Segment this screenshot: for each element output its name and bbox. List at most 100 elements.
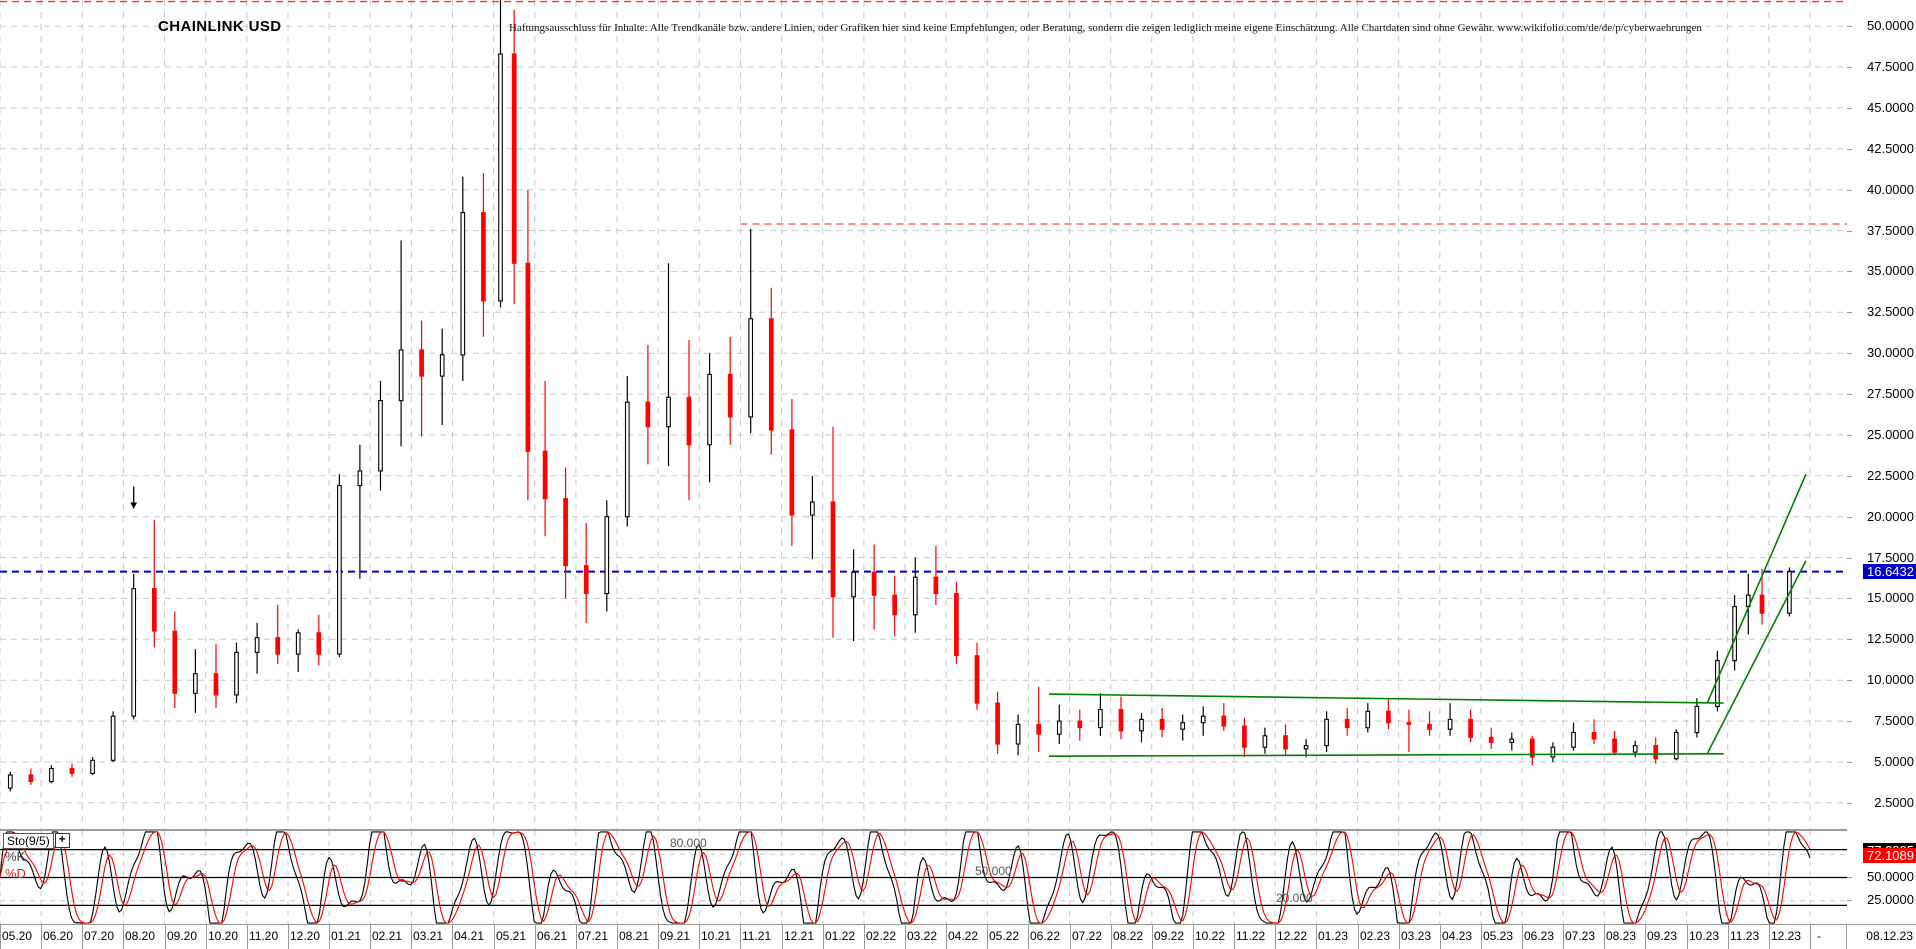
candle-body: [172, 630, 178, 694]
indicator-legend[interactable]: Sto(9/5) +: [3, 832, 70, 850]
candle-body: [398, 349, 404, 402]
candle-body: [1612, 738, 1617, 753]
price-chart-canvas[interactable]: [0, 0, 1847, 829]
candle-body: [193, 673, 198, 694]
price-axis-tick: 7.5000: [1874, 713, 1914, 728]
price-axis-tickmark: [1847, 271, 1852, 272]
current-price-badge[interactable]: 16.6432: [1863, 564, 1916, 579]
price-axis-tickmark: [1847, 680, 1852, 681]
date-axis-tick: 12.21: [784, 929, 815, 943]
candle-body: [1653, 745, 1659, 760]
candle-body: [954, 592, 959, 657]
date-axis-separator: [1604, 925, 1605, 949]
date-axis-separator: [1481, 925, 1482, 949]
date-axis-tick: 06.20: [43, 929, 74, 943]
candle-body: [1386, 710, 1391, 724]
sto-axis-tick: 25.0000: [1867, 892, 1914, 907]
candle-body: [7, 774, 13, 789]
price-annotations: [0, 0, 1847, 573]
date-axis[interactable]: - 08.12.23 05.20 06.20 07.20 08.20 09.20 10.2…: [0, 924, 1916, 949]
candle-body: [1694, 705, 1700, 734]
date-axis-separator: [165, 925, 166, 949]
date-axis-tick: 01.23: [1318, 929, 1349, 943]
price-axis-tickmark: [1847, 517, 1852, 518]
date-axis-separator: [1687, 925, 1688, 949]
date-axis-tick: 08.21: [619, 929, 650, 943]
price-axis-tick: 5.0000: [1874, 754, 1914, 769]
stochastic-k-label: %K: [5, 849, 26, 864]
candle-body: [624, 401, 630, 518]
price-axis-tickmark: [1847, 190, 1852, 191]
price-axis-tick: 17.5000: [1867, 550, 1914, 565]
trendline-sideways-channel-top: [1048, 693, 1724, 704]
date-axis-tick: 05.20: [2, 929, 33, 943]
date-axis-tick: 06.23: [1524, 929, 1555, 943]
sto-level-label: 50.000: [975, 864, 1012, 878]
price-axis-tick: 2.5000: [1874, 795, 1914, 810]
date-axis-separator: [1111, 925, 1112, 949]
date-axis-tick: 07.22: [1072, 929, 1103, 943]
date-axis-separator: [452, 925, 453, 949]
candle-body: [666, 396, 671, 428]
price-axis-tick: 37.5000: [1867, 223, 1914, 238]
sto-level-label: 20.000: [1276, 891, 1313, 905]
stochastic-indicator-panel[interactable]: 80.000 50.000 20.000: [0, 830, 1848, 925]
price-axis-tick: 15.0000: [1867, 590, 1914, 605]
candle-body: [1036, 723, 1042, 735]
price-chart-panel[interactable]: [0, 0, 1848, 830]
page-title: CHAINLINK USD: [158, 18, 282, 35]
date-axis-separator: [823, 925, 824, 949]
stochastic-canvas[interactable]: [0, 831, 1847, 924]
candle-body: [912, 576, 918, 616]
candle-body: [1447, 718, 1453, 730]
date-axis-separator: [905, 925, 906, 949]
candle-body: [604, 516, 610, 595]
date-axis-tick: 11.22: [1236, 929, 1266, 943]
date-axis-separator: [1193, 925, 1194, 949]
price-axis-tick: 42.5000: [1867, 141, 1914, 156]
date-axis-tick: 10.20: [208, 929, 239, 943]
date-axis-tick: 07.20: [84, 929, 115, 943]
date-axis-tick: 09.23: [1647, 929, 1678, 943]
candle-body: [460, 212, 466, 356]
date-axis-tick: 11.20: [249, 929, 279, 943]
price-axis-tick: 12.5000: [1867, 631, 1914, 646]
candle-body: [275, 637, 281, 655]
price-axis-tickmark: [1847, 231, 1852, 232]
date-axis-tick: 12.22: [1277, 929, 1308, 943]
price-axis-tick: 50.0000: [1867, 18, 1914, 33]
price-axis-tick: 30.0000: [1867, 345, 1914, 360]
date-axis-separator: [864, 925, 865, 949]
candle-body: [974, 655, 980, 704]
date-axis-separator: [1399, 925, 1400, 949]
price-axis[interactable]: 50.0000 47.5000 45.0000 42.5000 40.0000 37.50…: [1847, 0, 1916, 924]
date-axis-separator: [1152, 925, 1153, 949]
candle-body: [1759, 594, 1765, 614]
candle-body: [511, 53, 517, 264]
date-axis-tick: 10.22: [1195, 929, 1226, 943]
price-axis-tickmark: [1847, 803, 1852, 804]
sto-series: [0, 831, 1811, 924]
candle-body: [49, 767, 54, 783]
date-axis-tick: 05.23: [1483, 929, 1514, 943]
candle-body: [316, 632, 322, 655]
price-axis-tick: 25.0000: [1867, 427, 1914, 442]
date-axis-tick: 04.21: [454, 929, 485, 943]
sto-k-line: [0, 831, 1811, 924]
price-axis-tick: 40.0000: [1867, 182, 1914, 197]
sto-axis-tick: 50.0000: [1867, 869, 1914, 884]
date-readout: 08.12.23: [1866, 929, 1913, 943]
date-axis-tick: 08.20: [125, 929, 156, 943]
date-axis-tick: 07.21: [578, 929, 609, 943]
price-axis-tickmark: [1847, 67, 1852, 68]
plus-icon[interactable]: +: [54, 833, 70, 849]
indicator-name-label[interactable]: Sto(9/5): [3, 832, 54, 849]
price-axis-tick: 27.5000: [1867, 386, 1914, 401]
down-arrow-head-icon: [130, 502, 138, 509]
sto-d-value-badge[interactable]: 72.1089: [1863, 848, 1916, 863]
candle-body: [768, 318, 774, 431]
candle-body: [1732, 606, 1737, 662]
date-axis-tick: 06.22: [1030, 929, 1061, 943]
price-axis-tick: 32.5000: [1867, 304, 1914, 319]
candle-body: [90, 759, 95, 774]
